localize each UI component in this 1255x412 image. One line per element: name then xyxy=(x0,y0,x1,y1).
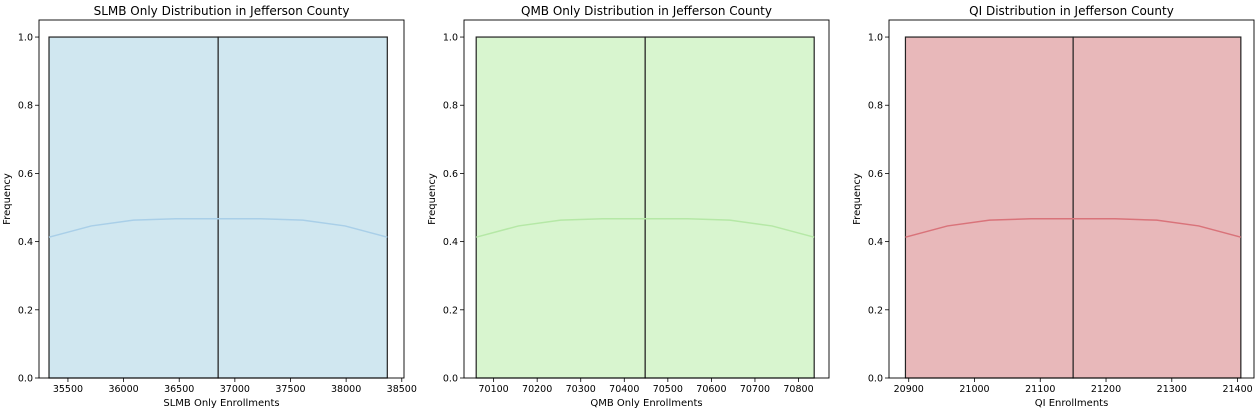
kde-curve xyxy=(476,218,815,238)
x-tick-label: 38500 xyxy=(387,384,417,395)
y-tick-label: 0.0 xyxy=(868,374,883,385)
y-tick-label: 0.6 xyxy=(868,169,883,180)
y-tick-label: 0.0 xyxy=(443,374,458,385)
x-tick-label: 70700 xyxy=(740,384,770,395)
y-tick-label: 0.2 xyxy=(868,305,883,316)
x-axis-label: QI Enrollments xyxy=(1035,398,1109,409)
y-tick-label: 0.2 xyxy=(443,305,458,316)
histogram-bar xyxy=(904,36,1074,379)
x-tick-label: 21300 xyxy=(1157,384,1187,395)
x-tick-label: 21000 xyxy=(959,384,989,395)
chart-title: SLMB Only Distribution in Jefferson Coun… xyxy=(94,4,350,18)
kde-curve xyxy=(905,218,1242,238)
y-axis-label: Frequency xyxy=(852,173,863,225)
axes-frame xyxy=(38,19,405,379)
x-tick-label: 70600 xyxy=(696,384,726,395)
y-tick-label: 0.4 xyxy=(443,237,458,248)
kde-curve xyxy=(48,218,388,238)
y-tick-label: 0.4 xyxy=(868,237,883,248)
y-tick-label: 1.0 xyxy=(868,33,883,44)
histogram-bar xyxy=(1072,36,1242,379)
y-tick-label: 0.6 xyxy=(18,169,33,180)
x-tick-label: 35500 xyxy=(53,384,83,395)
x-tick-label: 70400 xyxy=(609,384,639,395)
x-tick-label: 20900 xyxy=(894,384,924,395)
x-tick-label: 70100 xyxy=(479,384,509,395)
y-tick-label: 0.0 xyxy=(18,374,33,385)
histogram-bar xyxy=(475,36,646,379)
histogram-bar xyxy=(217,36,388,379)
y-tick-label: 1.0 xyxy=(443,33,458,44)
x-tick-label: 70300 xyxy=(566,384,596,395)
x-tick-label: 70200 xyxy=(522,384,552,395)
x-tick-label: 21400 xyxy=(1222,384,1252,395)
histogram-bar xyxy=(48,36,219,379)
x-tick-label: 37500 xyxy=(275,384,305,395)
axes-frame xyxy=(888,19,1255,379)
y-tick-label: 0.4 xyxy=(18,237,33,248)
y-axis-label: Frequency xyxy=(427,173,438,225)
x-tick-label: 21200 xyxy=(1091,384,1121,395)
chart-panel: 0.0 0.2 0.4 0.6 0.8 1.0 20900 21000 21100 21200 21… xyxy=(852,4,1255,409)
x-axis-label: SLMB Only Enrollments xyxy=(163,398,279,409)
histogram-bar xyxy=(644,36,815,379)
x-tick-label: 21100 xyxy=(1025,384,1055,395)
x-tick-label: 70800 xyxy=(783,384,813,395)
y-tick-label: 1.0 xyxy=(18,33,33,44)
y-tick-label: 0.2 xyxy=(18,305,33,316)
chart-panel: 0.0 0.2 0.4 0.6 0.8 1.0 70100 70200 70300 70400 70… xyxy=(427,4,830,409)
chart-title: QI Distribution in Jefferson County xyxy=(969,4,1174,18)
x-tick-label: 36000 xyxy=(108,384,138,395)
x-tick-label: 36500 xyxy=(164,384,194,395)
x-tick-label: 38000 xyxy=(331,384,361,395)
y-tick-label: 0.8 xyxy=(18,101,33,112)
chart-panel: 0.0 0.2 0.4 0.6 0.8 1.0 35500 36000 36500 37000 37… xyxy=(2,4,417,409)
y-axis-label: Frequency xyxy=(2,173,13,225)
chart-title: QMB Only Distribution in Jefferson Count… xyxy=(521,4,772,18)
y-tick-label: 0.8 xyxy=(443,101,458,112)
y-tick-label: 0.8 xyxy=(868,101,883,112)
axes-frame xyxy=(463,19,830,379)
x-tick-label: 70500 xyxy=(653,384,683,395)
x-tick-label: 37000 xyxy=(220,384,250,395)
y-tick-label: 0.6 xyxy=(443,169,458,180)
x-axis-label: QMB Only Enrollments xyxy=(590,398,702,409)
